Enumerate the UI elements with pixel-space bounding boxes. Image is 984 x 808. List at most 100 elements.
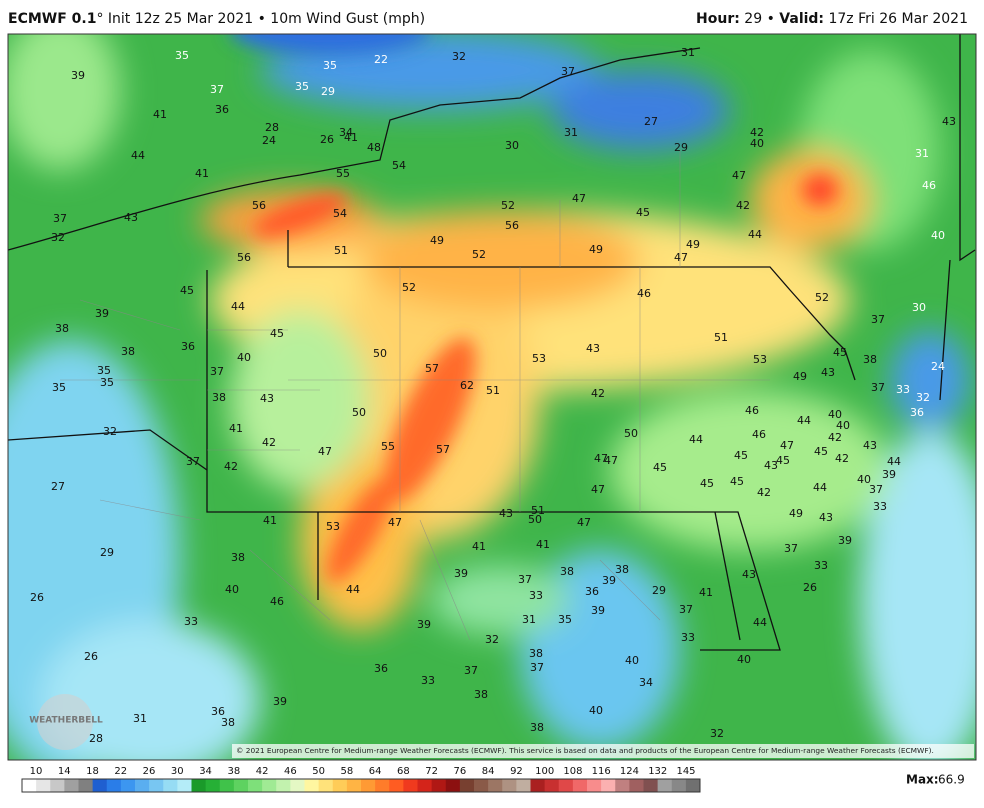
gust-label: 41: [153, 108, 167, 121]
colorbar-cell: [332, 779, 348, 792]
colorbar-cell: [572, 779, 588, 792]
colorbar-cell: [22, 779, 37, 792]
colorbar-cell: [615, 779, 630, 792]
gust-label: 35: [52, 381, 66, 394]
gust-label: 45: [700, 477, 714, 490]
colorbar-tick-label: 22: [114, 766, 127, 777]
gust-label: 51: [486, 384, 500, 397]
gust-label: 40: [836, 419, 850, 432]
colorbar-tick-label: 30: [171, 766, 184, 777]
gust-label: 37: [679, 603, 693, 616]
colorbar-tick-label: 42: [256, 766, 269, 777]
gust-label: 38: [121, 345, 135, 358]
colorbar-cell: [544, 779, 560, 792]
gust-label: 40: [225, 583, 239, 596]
gust-label: 37: [53, 212, 67, 225]
colorbar-cell: [135, 779, 150, 792]
gust-label: 36: [910, 406, 924, 419]
colorbar-cell: [346, 779, 362, 792]
gust-label: 49: [686, 238, 700, 251]
gust-label: 45: [730, 475, 744, 488]
gust-label: 32: [485, 633, 499, 646]
gust-label: 45: [180, 284, 194, 297]
gust-label: 49: [793, 370, 807, 383]
colorbar-tick-label: 72: [425, 766, 438, 777]
gust-label: 40: [237, 351, 251, 364]
colorbar-cell: [502, 779, 517, 792]
colorbar: 10 14 18 22 26 30 34 38 42 46 50 58 64 68 72 76 84 92 100 1…: [21, 766, 701, 793]
gust-label: 43: [742, 568, 756, 581]
gust-label: 44: [748, 228, 762, 241]
gust-label: 36: [374, 662, 388, 675]
gust-label: 38: [474, 688, 488, 701]
gust-label: 45: [814, 445, 828, 458]
colorbar-tick-label: 58: [341, 766, 354, 777]
colorbar-cell: [163, 779, 178, 792]
gust-label: 46: [752, 428, 766, 441]
gust-label: 26: [84, 650, 98, 663]
gust-label: 38: [615, 563, 629, 576]
gust-label: 51: [531, 504, 545, 517]
gust-label: 40: [737, 653, 751, 666]
max-value: 66.9: [938, 773, 965, 787]
colorbar-cell: [459, 779, 475, 792]
colorbar-cell: [389, 779, 404, 792]
gust-label: 50: [528, 513, 542, 526]
colorbar-cell: [558, 779, 574, 792]
colorbar-cell: [474, 779, 489, 792]
colorbar-tick-label: 84: [482, 766, 495, 777]
gust-label: 37: [561, 65, 575, 78]
gust-label: 46: [745, 404, 759, 417]
colorbar-cell: [92, 779, 108, 792]
gust-label: 39: [882, 468, 896, 481]
gust-label: 29: [674, 141, 688, 154]
gust-label: 31: [564, 126, 578, 139]
gust-label: 44: [689, 433, 703, 446]
gust-label: 37: [210, 83, 224, 96]
gust-label: 36: [215, 103, 229, 116]
watermark: WEATHERBELL: [29, 716, 103, 726]
gust-label: 38: [212, 391, 226, 404]
gust-label: 37: [784, 542, 798, 555]
gust-label: 52: [501, 199, 515, 212]
gust-label: 31: [681, 46, 695, 59]
copyright-bg: [232, 744, 974, 758]
gust-label: 30: [505, 139, 519, 152]
colorbar-tick-label: 26: [143, 766, 156, 777]
colorbar-cell: [248, 779, 263, 792]
colorbar-tick-label: 68: [397, 766, 410, 777]
gust-label: 49: [430, 234, 444, 247]
colorbar-cell: [177, 779, 192, 792]
gust-label: 43: [821, 366, 835, 379]
separator: •: [257, 11, 266, 27]
gust-label: 45: [734, 449, 748, 462]
gust-label: 41: [536, 538, 550, 551]
gust-label: 32: [710, 727, 724, 740]
colorbar-cell: [516, 779, 531, 792]
colorbar-tick-label: 100: [535, 766, 554, 777]
gust-label: 33: [896, 383, 910, 396]
max-label: Max:: [906, 773, 939, 787]
gust-label: 55: [381, 440, 395, 453]
colorbar-tick-label: 34: [199, 766, 212, 777]
colorbar-cell: [120, 779, 136, 792]
gust-label: 44: [231, 300, 245, 313]
gust-label: 35: [295, 80, 309, 93]
gust-label: 38: [529, 647, 543, 660]
gust-label: 47: [674, 251, 688, 264]
header-left: ECMWF 0.1° Init 12z 25 Mar 2021 • 10m Wi…: [8, 11, 425, 27]
gust-label: 44: [797, 414, 811, 427]
colorbar-cell: [671, 779, 687, 792]
colorbar-tick-label: 76: [454, 766, 467, 777]
gust-label: 49: [589, 243, 603, 256]
gust-label: 37: [210, 365, 224, 378]
colorbar-tick-label: 64: [369, 766, 382, 777]
gust-label: 31: [522, 613, 536, 626]
gust-label: 46: [637, 287, 651, 300]
gust-label: 50: [624, 427, 638, 440]
gust-label: 33: [814, 559, 828, 572]
colorbar-cell: [445, 779, 461, 792]
gust-label: 40: [625, 654, 639, 667]
gust-label: 28: [89, 732, 103, 745]
